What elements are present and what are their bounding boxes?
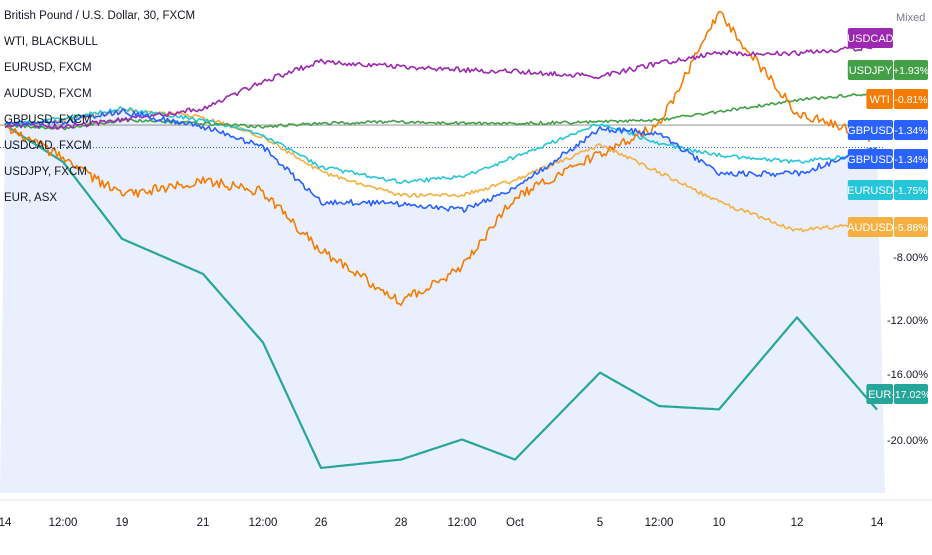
x-tick-label: Oct [506, 517, 525, 529]
x-tick-label: 12:00 [249, 517, 278, 529]
series-line-eurusd [4, 106, 878, 185]
scale-mode-label[interactable]: Mixed [896, 12, 926, 24]
badge-value-1 [894, 60, 928, 80]
badge-value-text-6: -5.88% [894, 222, 927, 234]
badge-value-3 [894, 120, 928, 140]
badge-tag-0 [847, 28, 893, 48]
badge-tag-text-6: AUDUSD [847, 222, 894, 234]
x-tick-label: 12:00 [645, 517, 674, 529]
x-tick-label: 12 [791, 517, 804, 529]
badge-value-text-3: -1.34% [894, 125, 927, 137]
x-tick-label: 12:00 [49, 517, 78, 529]
gbpusd-area-fill [0, 109, 885, 493]
y-tick-label: -8.00% [893, 252, 928, 264]
y-tick-label: -12.00% [887, 315, 928, 327]
series-line-gbpusd [4, 108, 878, 213]
badge-value-4 [894, 149, 928, 169]
y-tick-label: -20.00% [887, 435, 928, 447]
badge-tag-7 [866, 384, 893, 404]
badge-tag-text-4: GBPUSD [847, 154, 894, 166]
legend-item-wti[interactable]: WTI, BLACKBULL [4, 36, 98, 48]
badge-value-text-7: -17.02% [891, 389, 930, 401]
x-tick-label: 28 [395, 517, 408, 529]
badge-tag-text-2: WTI [870, 94, 890, 106]
badge-tag-3 [847, 120, 893, 140]
legend-item-usdcad[interactable]: USDCAD, FXCM [4, 140, 92, 152]
badge-value-text-4: -1.34% [894, 154, 927, 166]
badge-value-text-5: -1.75% [894, 185, 927, 197]
badge-tag-1 [847, 60, 893, 80]
badge-value-6 [894, 217, 928, 237]
badge-tag-4 [847, 149, 893, 169]
badge-value-2 [894, 89, 928, 109]
x-tick-label: 5 [597, 517, 603, 529]
legend-item-gbpusd[interactable]: GBPUSD, FXCM [4, 114, 92, 126]
legend-item-eur-asx[interactable]: EUR, ASX [4, 192, 58, 204]
badge-tag-text-7: EUR [868, 389, 891, 401]
series-line-eur [4, 124, 878, 469]
y-tick-label: -16.00% [887, 369, 928, 381]
badge-value-text-1: +1.93% [893, 65, 929, 77]
badge-tag-text-3: GBPUSD [847, 125, 894, 137]
x-tick-label: 14 [871, 517, 884, 529]
series-line-audusd [4, 108, 878, 233]
badge-tag-6 [847, 217, 893, 237]
legend-item-eurusd[interactable]: EURUSD, FXCM [4, 62, 92, 74]
legend-item-audusd[interactable]: AUDUSD, FXCM [4, 88, 92, 100]
badge-tag-text-1: USDJPY [849, 65, 893, 77]
badge-value-7 [894, 384, 928, 404]
badge-tag-5 [847, 180, 893, 200]
x-tick-label: 10 [713, 517, 726, 529]
badge-tag-2 [866, 89, 893, 109]
x-tick-label: 14 [0, 517, 12, 529]
x-tick-label: 26 [315, 517, 328, 529]
badge-tag-text-0: USDCAD [847, 33, 894, 45]
badge-value-text-2: -0.81% [894, 94, 927, 106]
x-tick-label: 12:00 [448, 517, 477, 529]
series-line-usdcad [4, 45, 878, 130]
badge-tag-text-5: EURUSD [847, 185, 894, 197]
legend-item-usdjpy[interactable]: USDJPY, FXCM [4, 166, 87, 178]
series-line-usdjpy [4, 91, 877, 131]
x-tick-label: 21 [197, 517, 210, 529]
x-tick-label: 19 [116, 517, 129, 529]
badge-value-5 [894, 180, 928, 200]
series-line-wti [4, 10, 878, 307]
chart-title: British Pound / U.S. Dollar, 30, FXCM [4, 10, 196, 22]
